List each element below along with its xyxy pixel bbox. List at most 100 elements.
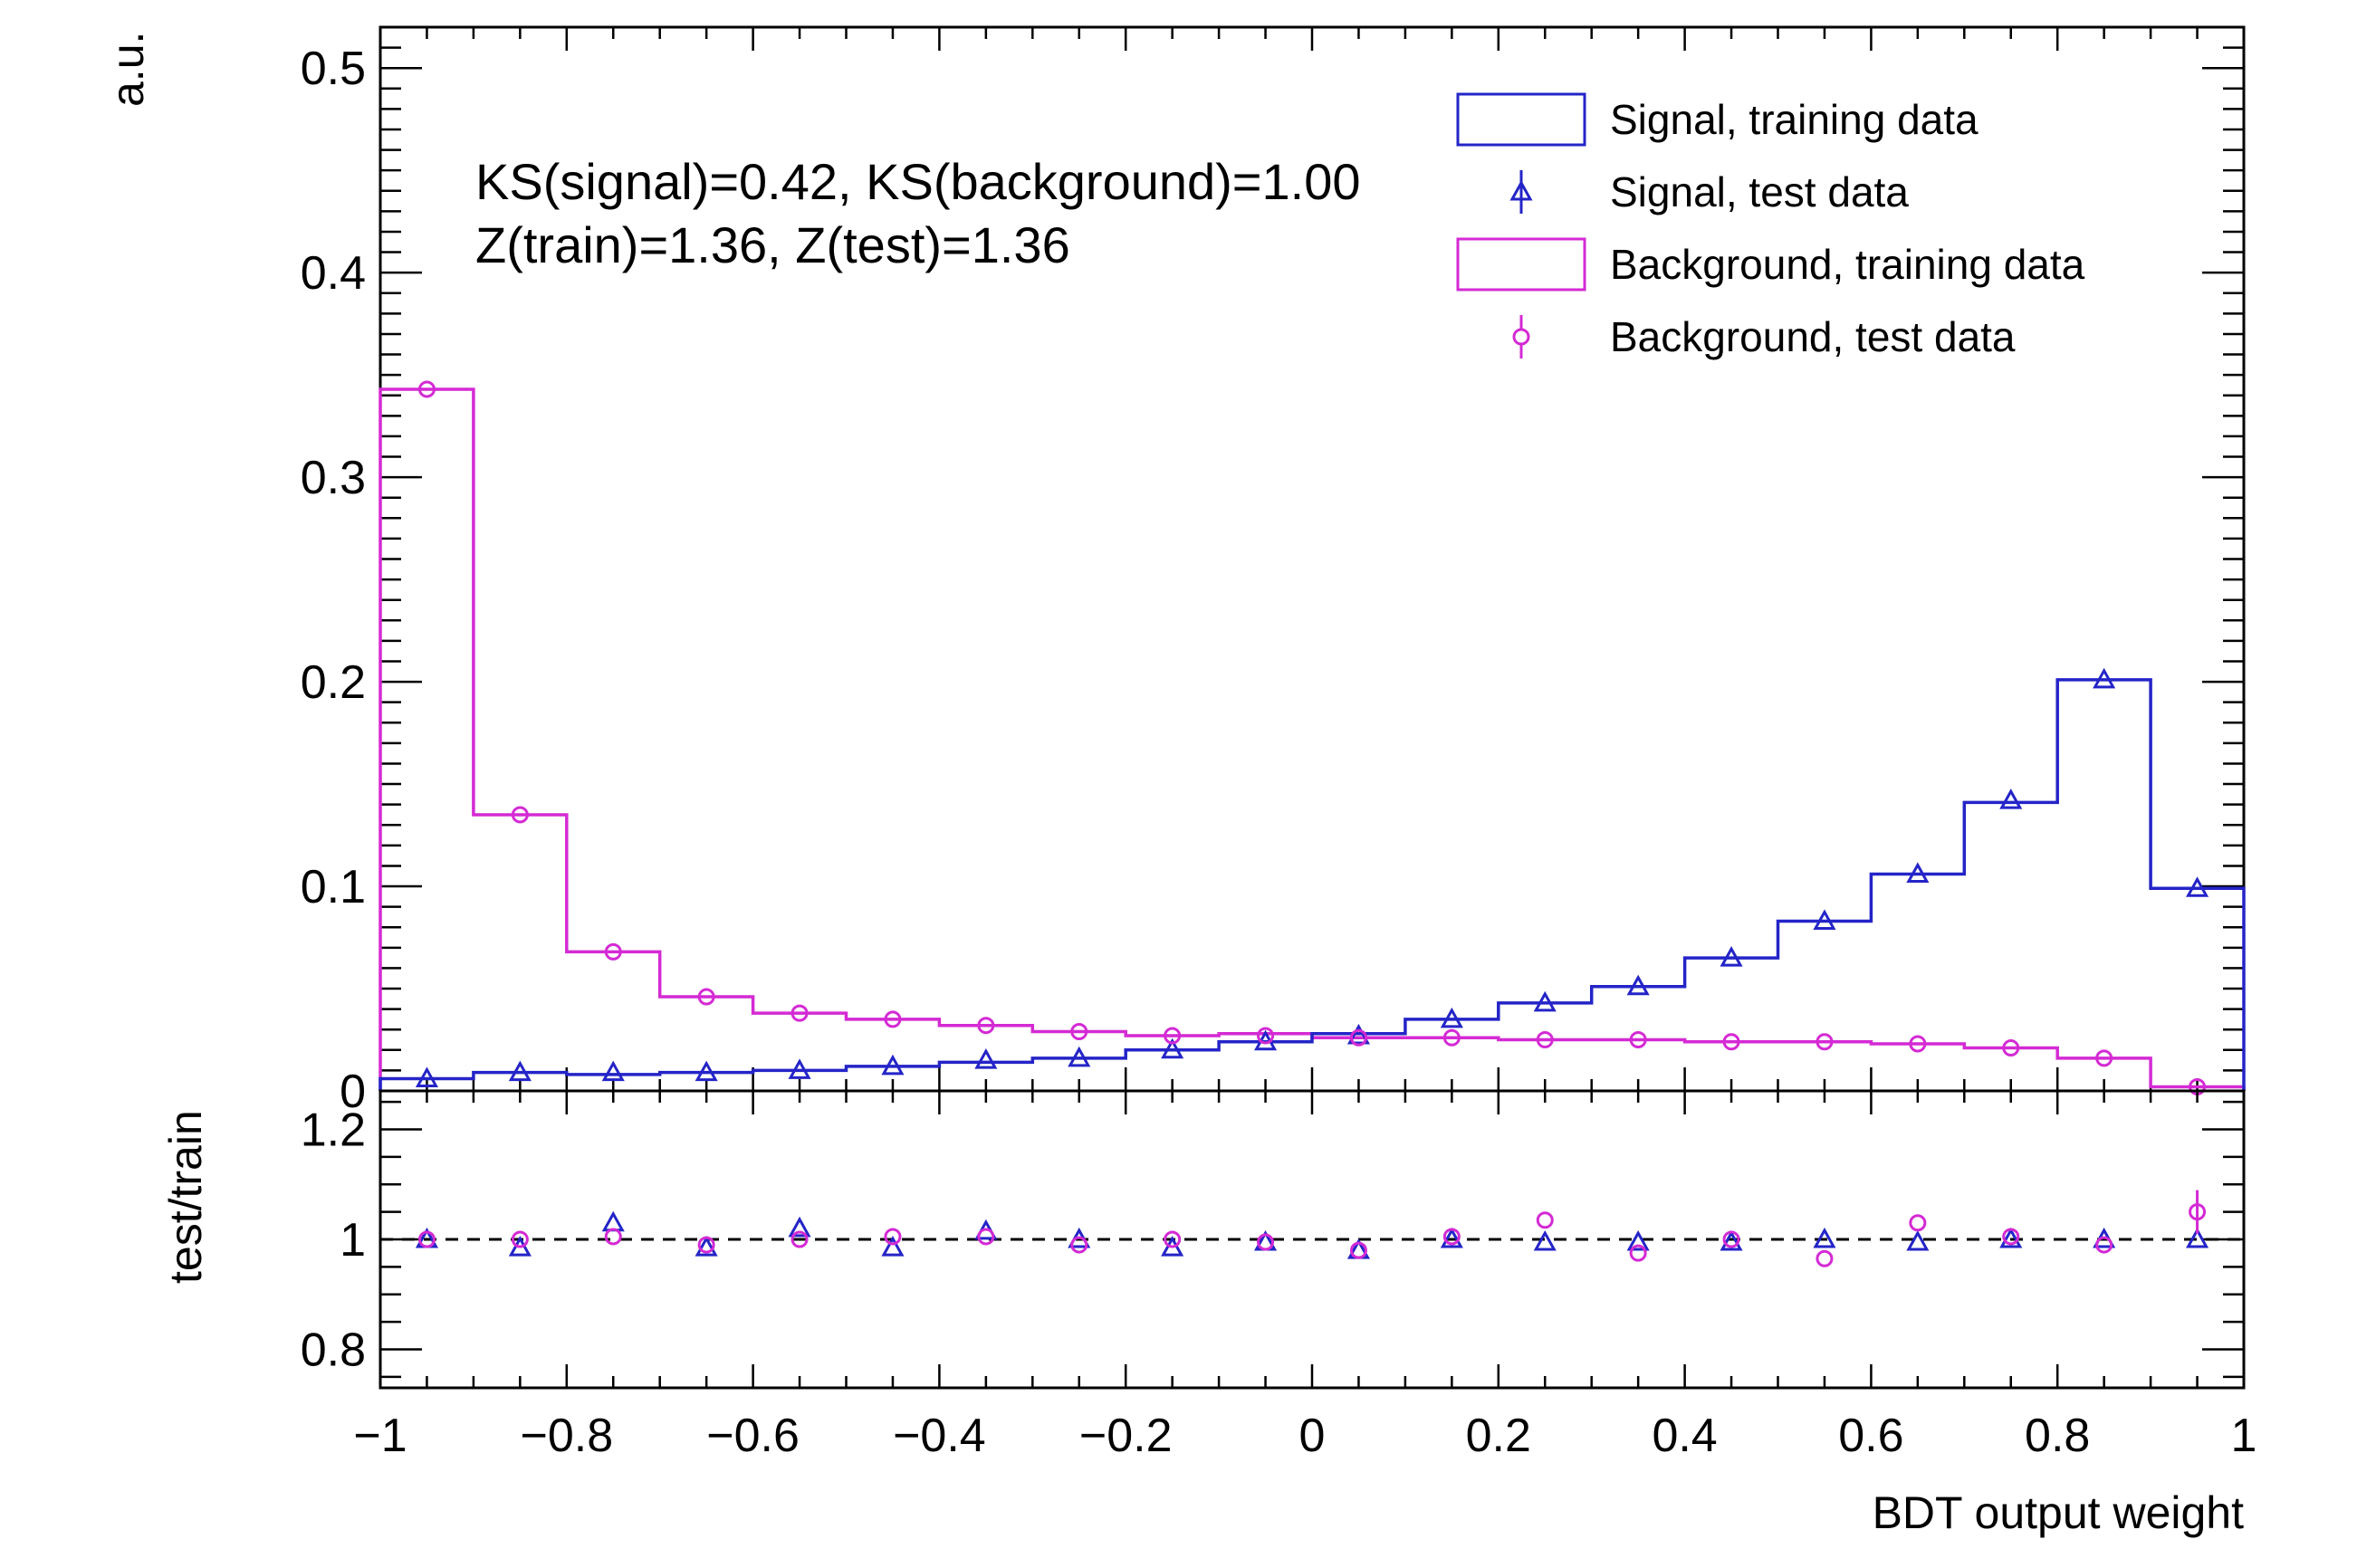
signal-test-point — [1440, 1007, 1463, 1028]
background-test-point — [1442, 1028, 1461, 1047]
background-ratio-point — [1442, 1228, 1461, 1246]
signal-test-point — [1161, 1037, 1184, 1059]
background-ratio-point — [417, 1230, 436, 1248]
main-y-tick-label: 0.2 — [301, 656, 366, 709]
background-ratio-point — [1629, 1244, 1647, 1262]
main-y-tick-label: 0.1 — [301, 861, 366, 913]
background-test-point — [697, 988, 715, 1006]
background-legend-marker — [1512, 328, 1530, 346]
x-tick-label: 0.6 — [1838, 1410, 1903, 1462]
ratio-panel: −1 −0.8 −0.6 −0.4 −0.2 0 0.2 0.4 0.6 0.8 1 0.8 1 1.2 — [301, 1089, 2257, 1462]
signal-ratio-point — [1720, 1229, 1743, 1251]
legend: Signal, training data Signal, test data Ba… — [1456, 92, 2085, 360]
background-ratio-point — [2002, 1228, 2020, 1246]
ratio-y-tick-label: 0.8 — [301, 1324, 366, 1376]
signal-ratio-point — [1440, 1227, 1463, 1248]
background-test-point — [884, 1010, 902, 1028]
background-test-point — [604, 942, 622, 961]
signal-ratio-point — [1999, 1227, 2023, 1248]
signal-test-point — [415, 1066, 438, 1087]
legend-label: Signal, training data — [1610, 96, 1979, 143]
background-test-point — [511, 806, 529, 824]
background-ratio-point — [511, 1230, 529, 1248]
signal-ratio-point — [695, 1236, 718, 1257]
x-tick-label: −0.6 — [706, 1410, 800, 1462]
signal-ratio-point — [1906, 1229, 1930, 1251]
x-tick-label: −0.4 — [893, 1410, 986, 1462]
signal-test-point — [695, 1060, 718, 1082]
background-test-point — [1257, 1027, 1275, 1045]
background-legend-box — [1456, 237, 1586, 292]
background-test-point — [2002, 1039, 2020, 1057]
background-test-point — [417, 380, 436, 398]
background-test-point — [1070, 1022, 1088, 1040]
ks-annotation: KS(signal)=0.42, KS(background)=1.00 — [475, 153, 1360, 210]
ratio-y-tick-label: 1.2 — [301, 1104, 366, 1157]
x-tick-label: −0.8 — [520, 1410, 613, 1462]
legend-label: Background, training data — [1610, 241, 2085, 288]
x-tick-label: 0.2 — [1466, 1410, 1531, 1462]
x-axis-label: BDT output weight — [1873, 1487, 2245, 1538]
signal-test-point — [974, 1048, 998, 1069]
z-annotation: Z(train)=1.36, Z(test)=1.36 — [475, 216, 1070, 273]
signal-test-point — [1906, 862, 1930, 883]
ratio-y-tick-label: 1 — [340, 1214, 366, 1267]
signal-ratio-point — [1626, 1229, 1650, 1251]
background-test-point — [1909, 1035, 1927, 1053]
x-tick-label: 0.8 — [2025, 1410, 2090, 1462]
signal-test-point — [1999, 789, 2023, 809]
signal-test-point — [508, 1060, 532, 1082]
background-ratio-point — [1816, 1249, 1834, 1267]
main-y-tick-label: 0.5 — [301, 43, 366, 95]
background-ratio-point — [790, 1230, 809, 1248]
signal-test-point — [881, 1054, 905, 1076]
x-tick-label: 1 — [2231, 1410, 2257, 1462]
background-test-point — [790, 1004, 809, 1022]
main-y-tick-label: 0 — [340, 1066, 366, 1118]
signal-test-point — [1626, 974, 1650, 996]
ratio-plot-frame — [378, 1089, 2246, 1390]
background-ratio-point — [977, 1228, 995, 1246]
background-ratio-point — [1257, 1233, 1275, 1251]
main-y-tick-label: 0.3 — [301, 452, 366, 504]
main-y-tick-label: 0.4 — [301, 247, 366, 300]
signal-ratio-point — [508, 1236, 532, 1257]
signal-ratio-point — [1533, 1229, 1557, 1251]
signal-test-point — [2186, 876, 2209, 897]
background-ratio-point — [604, 1228, 622, 1246]
main-y-axis-label: a.u. — [102, 32, 153, 107]
signal-test-point — [2093, 667, 2116, 689]
background-training-histogram — [378, 387, 2246, 1091]
signal-test-point — [1533, 990, 1557, 1012]
signal-ratio-point — [788, 1216, 811, 1238]
background-test-point — [1164, 1027, 1182, 1045]
background-test-point — [1349, 1028, 1367, 1047]
legend-label: Signal, test data — [1610, 168, 1909, 215]
x-tick-label: −0.2 — [1079, 1410, 1173, 1462]
x-tick-label: 0 — [1299, 1410, 1326, 1462]
background-test-point — [977, 1017, 995, 1035]
background-test-point — [1536, 1031, 1554, 1049]
background-ratio-point — [697, 1236, 715, 1254]
background-ratio-point — [1909, 1214, 1927, 1232]
background-test-point — [1629, 1031, 1647, 1049]
signal-training-histogram — [378, 678, 2246, 1091]
signal-ratio-point — [601, 1210, 625, 1232]
background-ratio-point — [1722, 1230, 1740, 1248]
signal-legend-marker — [1509, 179, 1533, 201]
signal-ratio-point — [1161, 1236, 1184, 1257]
background-ratio-point — [2095, 1236, 2113, 1254]
signal-ratio-point — [1813, 1227, 1836, 1248]
background-test-point — [1722, 1033, 1740, 1051]
x-tick-label: 0.4 — [1652, 1410, 1717, 1462]
background-test-point — [1816, 1033, 1834, 1051]
signal-test-point — [1346, 1023, 1370, 1045]
signal-test-point — [1068, 1046, 1091, 1067]
signal-test-point — [601, 1060, 625, 1082]
background-ratio-point — [1349, 1241, 1367, 1259]
background-ratio-point — [1536, 1211, 1554, 1229]
signal-ratio-point — [2186, 1227, 2209, 1248]
signal-test-point — [1813, 909, 1836, 930]
signal-legend-box — [1456, 92, 1586, 147]
